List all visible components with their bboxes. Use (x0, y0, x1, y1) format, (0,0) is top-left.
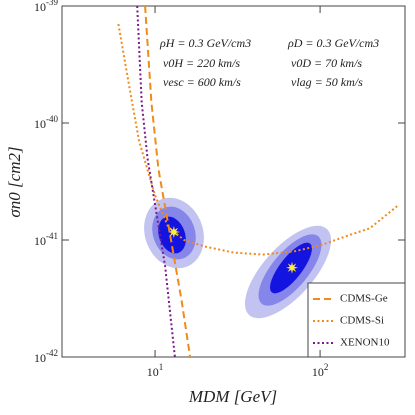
best-fit-star (286, 261, 298, 274)
y-tick-label: 10-40 (34, 114, 58, 131)
annotation: vesc = 600 km/s (163, 75, 241, 89)
y-tick-label-base: 10 (34, 0, 46, 14)
legend-label: CDMS-Si (340, 315, 384, 327)
series-line (136, 6, 176, 357)
y-tick-label-exponent: -42 (46, 348, 58, 358)
annotation: v0H = 220 km/s (163, 56, 240, 70)
x-tick-label: 101 (147, 362, 164, 379)
y-tick-label-exponent: -39 (46, 0, 58, 7)
annotation: ρH = 0.3 GeV/cm3 (159, 36, 251, 50)
series-line (117, 23, 400, 256)
y-tick-label-exponent: -40 (46, 114, 58, 124)
x-tick-label-base: 10 (312, 365, 324, 379)
y-tick-label-base: 10 (34, 234, 46, 248)
curves (117, 6, 400, 357)
y-axis-label: σn0 [cm2] (5, 146, 24, 217)
x-tick-label-exponent: 2 (324, 362, 329, 372)
legend-box (307, 282, 406, 358)
x-tick-label-exponent: 1 (159, 362, 164, 372)
y-tick-label: 10-39 (34, 0, 58, 14)
x-tick-label-base: 10 (147, 365, 159, 379)
annotation: v0D = 70 km/s (291, 56, 362, 70)
x-axis-label: MDM [GeV] (188, 387, 277, 406)
legend-label: CDMS-Ge (340, 293, 388, 305)
y-tick-label-base: 10 (34, 351, 46, 365)
annotation: ρD = 0.3 GeV/cm3 (287, 36, 379, 50)
series-line (144, 6, 192, 357)
y-tick-label: 10-41 (34, 231, 58, 248)
annotation: vlag = 50 km/s (291, 75, 363, 89)
best-fit-star (167, 226, 180, 238)
plot-frame (61, 5, 406, 358)
y-tick-label: 10-42 (34, 348, 58, 365)
y-tick-label-exponent: -41 (46, 231, 58, 241)
contour-1sigma (158, 216, 186, 254)
x-tick-label: 102 (312, 362, 329, 379)
legend-label: XENON10 (340, 337, 390, 349)
y-tick-label-base: 10 (34, 117, 46, 131)
